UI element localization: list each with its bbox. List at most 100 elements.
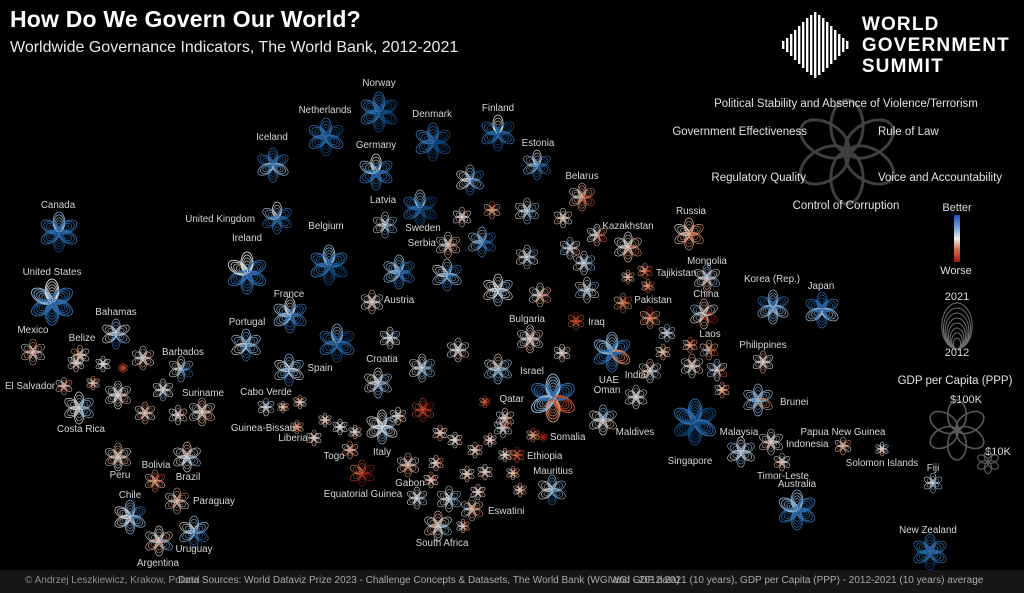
flower-belgium (310, 244, 348, 286)
flower-unlabeled (483, 432, 497, 448)
flower-unlabeled (447, 431, 463, 449)
country-label: Philippines (739, 340, 786, 351)
country-label: Belize (69, 333, 96, 344)
flower-unlabeled (132, 345, 154, 371)
flower-unlabeled (483, 273, 513, 307)
flower-iceland (257, 147, 289, 183)
flower-unlabeled (456, 164, 484, 196)
flower-unlabeled (412, 397, 434, 423)
petal-legend: Political Stability and Absence of Viole… (672, 98, 1002, 212)
flower-unlabeled (168, 404, 188, 426)
wgs-logo-text: WORLD GOVERNMENT SUMMIT (862, 14, 1010, 77)
flower-unlabeled (573, 250, 595, 276)
country-label: Bolivia (142, 460, 171, 471)
flower-canada (40, 211, 78, 253)
year-rings-glyph (941, 302, 973, 350)
country-label: Uruguay (175, 544, 212, 555)
flower-unlabeled (613, 292, 633, 314)
gdp-legend: GDP per Capita (PPP) $100K $10K (898, 375, 1013, 475)
flower-suriname (189, 397, 215, 427)
flower-unlabeled (682, 336, 698, 354)
flower-somalia (538, 431, 548, 443)
flower-eswatini (461, 496, 483, 522)
country-label: Gabon (395, 478, 424, 489)
flower-germany (359, 153, 393, 191)
flower-korea-rep- (757, 289, 789, 325)
flower-bulgaria (517, 324, 543, 354)
flower-unlabeled (470, 483, 486, 501)
flower-oman (589, 404, 617, 436)
color-scale-gradient-bar (954, 215, 960, 262)
country-label: UAE (599, 375, 620, 386)
country-label: Serbia (408, 238, 437, 249)
flower-unlabeled (516, 244, 538, 270)
flower-unlabeled (274, 353, 304, 387)
flower-pakistan (639, 306, 661, 330)
country-label: Austria (384, 295, 415, 306)
flower-china (690, 298, 718, 330)
flower-argentina (145, 525, 173, 557)
flower-costa-rica (64, 391, 94, 425)
flower-austria (383, 254, 415, 290)
country-label: Denmark (412, 109, 452, 120)
country-label: Laos (699, 329, 720, 340)
country-label: Ethiopia (527, 451, 563, 462)
gdp-legend-big-label: $100K (950, 394, 982, 406)
year-legend-inner-label: 2012 (945, 347, 969, 359)
country-label: Croatia (366, 354, 398, 365)
country-labels-layer: Canada United States Mexico Bahamas Belize Ba… (5, 78, 957, 569)
page-title: How Do We Govern Our World? (10, 6, 361, 32)
flower-uae (593, 331, 631, 373)
flower-denmark (415, 122, 451, 162)
flower-bahamas (102, 318, 130, 350)
flower-serbia (436, 231, 460, 259)
country-label: Peru (110, 470, 131, 481)
flower-philippines (752, 350, 774, 374)
year-legend-outer-label: 2021 (945, 291, 969, 303)
color-scale-better-label: Better (942, 202, 972, 214)
flower-paraguay (165, 487, 189, 515)
flower-unlabeled (553, 343, 571, 363)
country-label: Guinea-Bissau (231, 423, 295, 434)
flower-unlabeled (706, 358, 728, 382)
gdp-legend-title: GDP per Capita (PPP) (898, 375, 1013, 387)
logo-line-1: WORLD (861, 13, 940, 35)
flower-netherlands (308, 117, 344, 157)
country-label: Costa Rica (57, 424, 105, 435)
outline-flower-glyph (929, 399, 985, 461)
country-label: Indonesia (786, 439, 829, 450)
country-label: Latvia (370, 195, 397, 206)
outline-flower-glyph (799, 98, 895, 206)
flower-unlabeled (318, 412, 332, 428)
country-label: Iceland (256, 132, 288, 143)
country-label: France (274, 289, 305, 300)
color-scale-worse-label: Worse (940, 265, 972, 277)
flower-australia (778, 489, 816, 531)
flower-finland (481, 114, 515, 152)
country-label: Fiji (927, 463, 940, 474)
flower-unlabeled (277, 400, 289, 414)
logo-line-2: GOVERNMENT (861, 34, 1010, 56)
country-label: Spain (307, 363, 332, 374)
country-label: Brazil (176, 472, 201, 483)
flower-peru (105, 442, 131, 472)
flower-unlabeled (468, 226, 496, 258)
flower-gabon (397, 452, 419, 478)
flower-unlabeled (67, 353, 85, 373)
flower-brunei (743, 383, 773, 417)
country-label: Argentina (137, 558, 179, 569)
country-label: Mexico (17, 325, 49, 336)
country-label: Sweden (405, 223, 440, 234)
flower-unlabeled (513, 482, 527, 498)
flower-solomon-islands (875, 441, 889, 457)
flower-fiji (923, 472, 943, 494)
flower-iraq (567, 311, 585, 331)
footer-sources: Data Sources: World Dataviz Prize 2023 -… (178, 575, 680, 586)
country-label: Finland (482, 103, 514, 114)
flower-unlabeled (406, 486, 428, 510)
country-label: Canada (41, 200, 76, 211)
country-label: Maldives (616, 427, 655, 438)
country-label: Korea (Rep.) (744, 274, 800, 285)
country-label: Malaysia (720, 427, 759, 438)
